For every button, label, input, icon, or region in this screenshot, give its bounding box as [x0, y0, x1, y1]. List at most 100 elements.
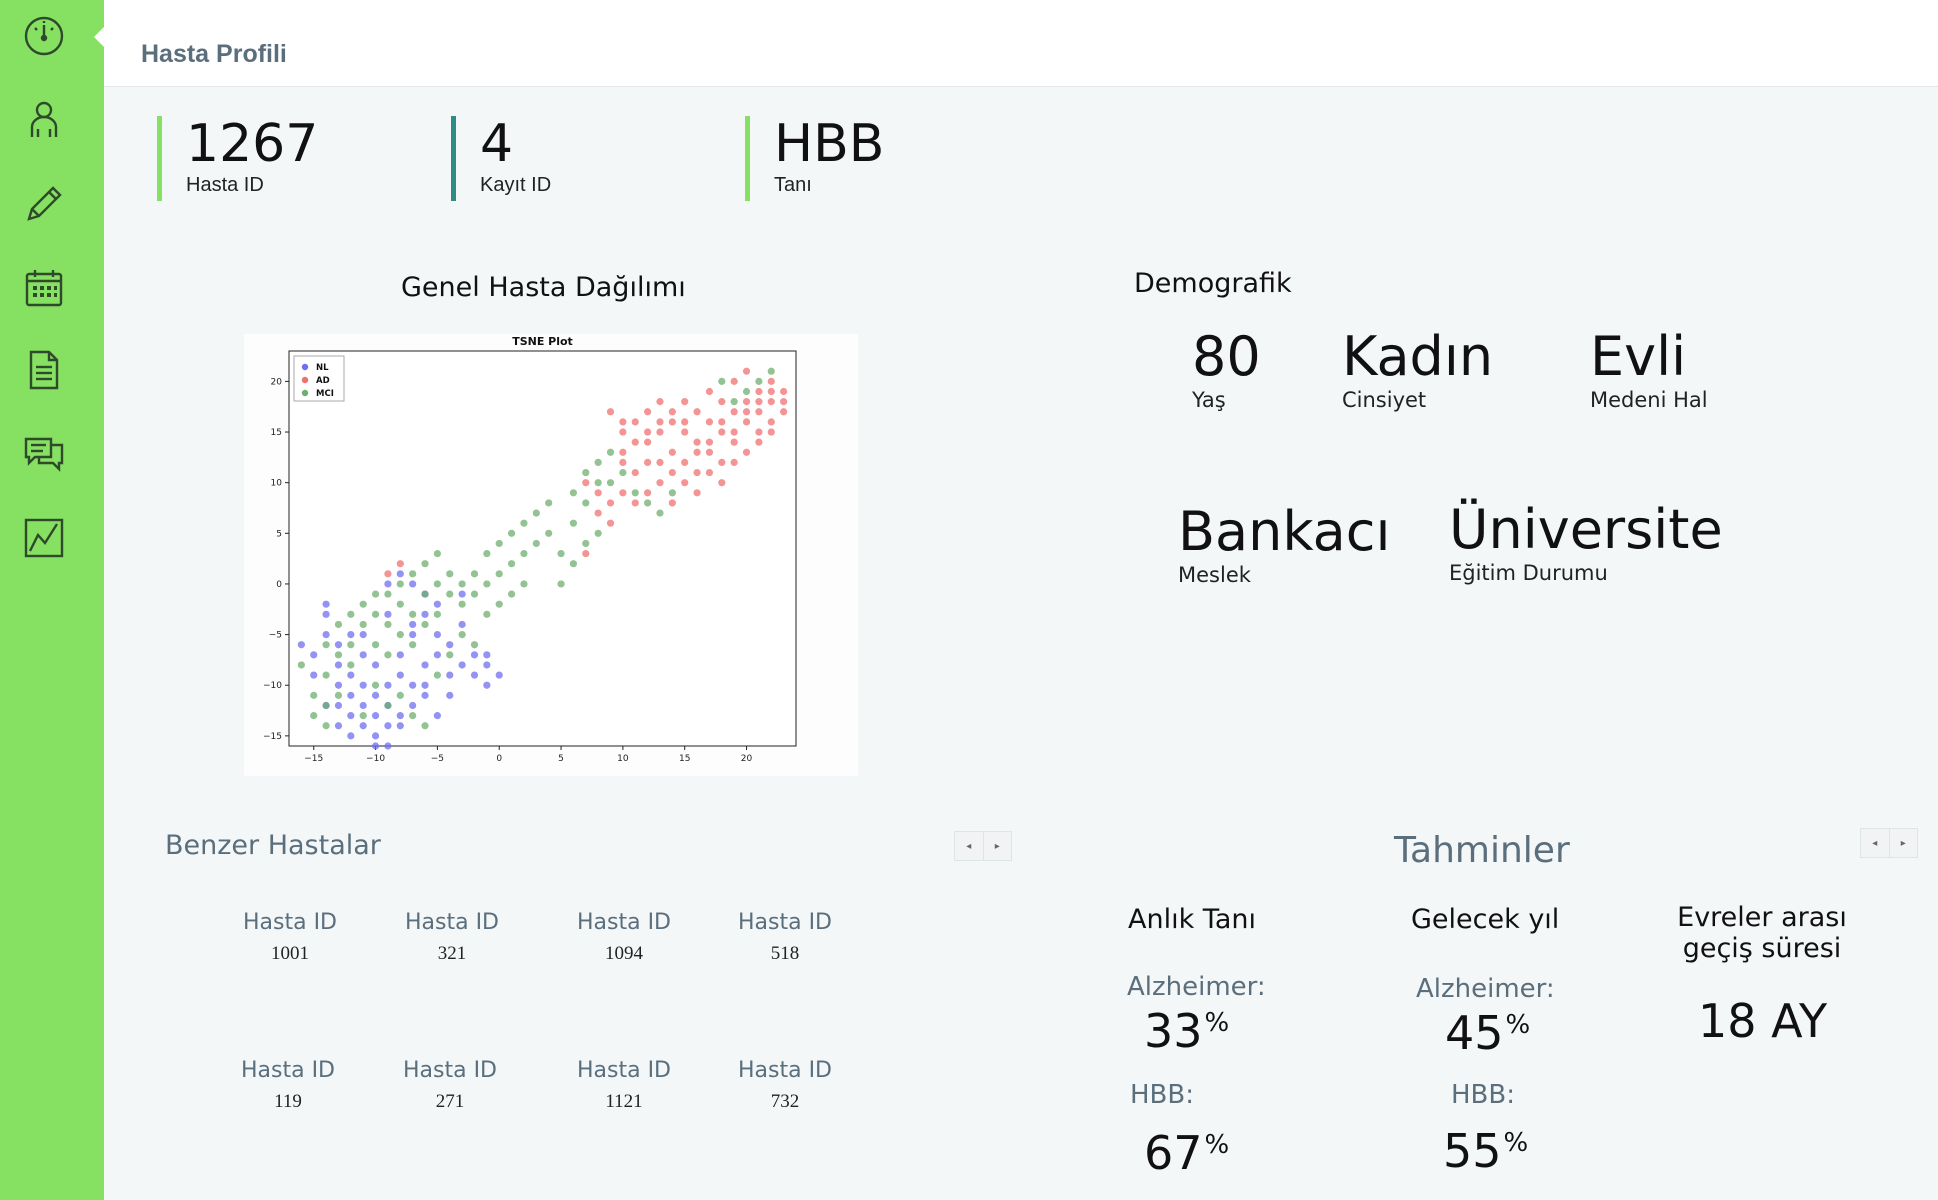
- similar-patient[interactable]: Hasta ID 321: [392, 910, 512, 965]
- scatter-point-ad: [742, 448, 751, 456]
- scatter-point-mci: [619, 468, 627, 477]
- scatter-point-ad: [767, 428, 775, 436]
- scatter-point-mci: [446, 570, 454, 578]
- next-year-hbb-label: HBB:: [1451, 1080, 1515, 1110]
- scatter-point-nl: [495, 671, 503, 679]
- scatter-point-mci: [458, 580, 466, 588]
- scatter-point-nl: [371, 732, 380, 740]
- similar-patient[interactable]: Hasta ID 119: [228, 1058, 348, 1113]
- scatter-point-mci: [495, 600, 503, 608]
- scatter-point-ad: [644, 438, 652, 446]
- sidebar-item-patient[interactable]: [18, 94, 70, 146]
- transition-heading-line: geçiş süresi: [1682, 933, 1842, 964]
- y-tick-label: −15: [263, 732, 282, 742]
- sidebar-item-messages[interactable]: [18, 428, 70, 480]
- next-button[interactable]: ▸: [1888, 829, 1918, 857]
- scatter-point-mci: [458, 600, 466, 608]
- next-button[interactable]: ▸: [982, 832, 1012, 860]
- scatter-point-mci: [322, 722, 330, 730]
- scatter-point-ad: [668, 408, 676, 416]
- similar-patient[interactable]: Hasta ID 1121: [564, 1058, 684, 1113]
- legend-label: MCI: [316, 389, 334, 399]
- scatter-point-ad: [742, 367, 751, 375]
- scatter-point-ad: [681, 458, 689, 467]
- scatter-point-mci: [371, 681, 380, 689]
- scatter-point-nl: [384, 580, 392, 588]
- scatter-point-nl: [433, 651, 441, 659]
- scatter-point-ad: [619, 458, 627, 467]
- active-indicator: [94, 26, 105, 48]
- scatter-point-nl: [359, 701, 367, 710]
- scatter-point-mci: [322, 671, 330, 679]
- similar-patient-id: 321: [437, 943, 467, 964]
- scatter-point-mci: [495, 570, 503, 578]
- scatter-point-ad: [730, 408, 738, 416]
- similar-patient[interactable]: Hasta ID 271: [390, 1058, 510, 1113]
- scatter-point-nl: [421, 691, 429, 699]
- scatter-point-ad: [582, 479, 590, 487]
- similar-patient[interactable]: Hasta ID 518: [725, 910, 845, 965]
- sidebar-item-dashboard[interactable]: [18, 10, 70, 62]
- transition-heading-line: Evreler arası: [1677, 902, 1847, 933]
- similar-patient[interactable]: Hasta ID 1094: [564, 910, 684, 965]
- demo-value: Bankacı: [1178, 500, 1391, 563]
- prev-button[interactable]: ◂: [966, 840, 972, 852]
- x-tick-label: 15: [679, 754, 690, 764]
- prev-button[interactable]: ◂: [1872, 837, 1878, 849]
- y-tick-label: 5: [276, 529, 282, 539]
- scatter-point-nl: [384, 722, 392, 730]
- scatter-point-mci: [409, 570, 417, 578]
- scatter-point-ad: [606, 519, 615, 527]
- similar-patient[interactable]: Hasta ID 1001: [230, 910, 350, 965]
- scatter-point-mci: [767, 367, 775, 375]
- document-icon: [29, 350, 59, 390]
- scatter-point-ad: [730, 438, 738, 446]
- scatter-point-nl: [458, 590, 466, 598]
- x-tick-label: −10: [366, 754, 385, 764]
- scatter-point-mci: [483, 580, 491, 588]
- scatter-point-nl: [483, 651, 491, 659]
- scatter-point-ad: [767, 377, 775, 385]
- stat-patient-id: 1267 Hasta ID: [157, 116, 318, 201]
- scatter-point-mci: [322, 701, 330, 710]
- scatter-point-mci: [433, 671, 441, 679]
- scatter-point-ad: [730, 377, 738, 385]
- scatter-point-ad: [668, 468, 676, 477]
- x-tick-label: 10: [617, 754, 629, 764]
- sidebar-item-reports[interactable]: [18, 344, 70, 396]
- scatter-point-nl: [384, 610, 392, 618]
- plot-frame: [288, 350, 797, 747]
- scatter-point-ad: [644, 408, 652, 416]
- chat-icon: [24, 437, 64, 472]
- sidebar-item-calendar[interactable]: [18, 262, 70, 314]
- scatter-point-ad: [718, 479, 726, 487]
- sidebar-item-analytics[interactable]: [18, 512, 70, 564]
- similar-patient-label: Hasta ID: [737, 910, 832, 935]
- similar-patient-id: 119: [274, 1091, 302, 1112]
- scatter-point-nl: [421, 661, 429, 669]
- scatter-point-mci: [755, 377, 763, 385]
- next-year-hbb-value: 55%: [1443, 1124, 1528, 1178]
- scatter-point-ad: [656, 479, 664, 487]
- sidebar-item-edit[interactable]: [18, 178, 70, 230]
- scatter-point-ad: [631, 438, 639, 446]
- current-alzheimer-label: Alzheimer:: [1127, 972, 1266, 1002]
- scatter-point-nl: [347, 732, 355, 740]
- y-tick-label: 15: [271, 428, 282, 438]
- stat-diagnosis: HBB Tanı: [745, 116, 884, 201]
- chart-icon: [24, 518, 64, 558]
- percent-sign: %: [1204, 1008, 1230, 1038]
- x-tick-label: 5: [558, 754, 564, 764]
- predictions-title: Tahminler: [1394, 830, 1570, 871]
- scatter-point-mci: [396, 580, 404, 588]
- scatter-point-mci: [433, 549, 441, 558]
- scatter-point-nl: [396, 570, 404, 578]
- similar-patient-id: 1094: [605, 943, 643, 964]
- demo-gender: Kadın Cinsiyet: [1342, 326, 1493, 413]
- scatter-point-ad: [755, 398, 763, 406]
- similar-patient[interactable]: Hasta ID 732: [725, 1058, 845, 1113]
- scatter-point-nl: [396, 722, 404, 730]
- similar-patient-id: 1001: [271, 943, 309, 964]
- scatter-point-mci: [545, 529, 553, 537]
- scatter-point-nl: [334, 722, 343, 730]
